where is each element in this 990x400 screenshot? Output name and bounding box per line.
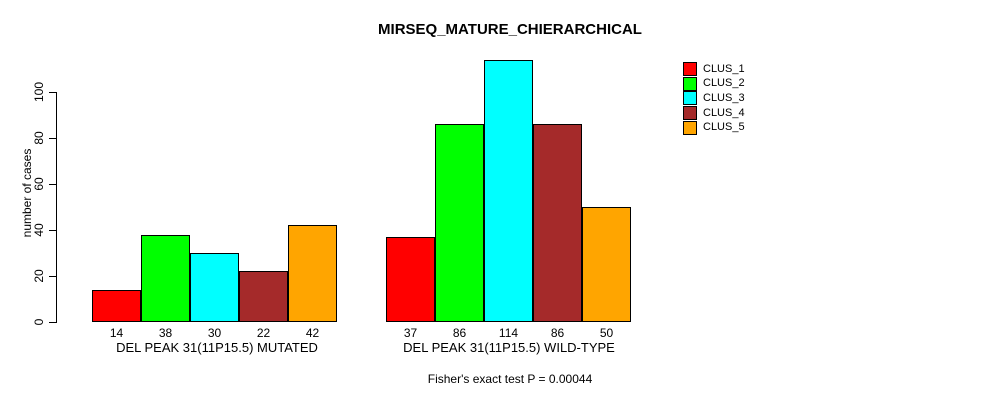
bar-value-label: 30 <box>207 326 222 340</box>
bar-clus_2-group1 <box>141 235 190 322</box>
bar-clus_5-group1 <box>288 225 337 322</box>
y-axis-tick-label: 40 <box>32 223 46 237</box>
legend-label: CLUS_1 <box>703 62 745 75</box>
legend-swatch <box>683 76 697 91</box>
legend-label: CLUS_4 <box>703 106 745 119</box>
bar-value-label: 50 <box>599 326 614 340</box>
y-axis-tick-label: 80 <box>32 131 46 145</box>
legend-label: CLUS_3 <box>703 91 745 104</box>
y-axis-line <box>56 92 57 323</box>
chart-title: MIRSEQ_MATURE_CHIERARCHICAL <box>378 21 642 38</box>
bar-value-label: 14 <box>109 326 124 340</box>
legend-swatch <box>683 106 697 121</box>
y-axis-tick-label: 0 <box>32 318 46 326</box>
bar-value-label: 22 <box>256 326 271 340</box>
legend: CLUS_1 CLUS_2 CLUS_3 CLUS_4 CLUS_5 <box>683 62 745 135</box>
bar-value-label: 86 <box>452 326 467 340</box>
bar-value-label: 38 <box>158 326 173 340</box>
bar-clus_4-group2 <box>533 124 582 322</box>
legend-item: CLUS_4 <box>683 106 745 121</box>
bar-clus_3-group2 <box>484 60 533 322</box>
bar-clus_1-group2 <box>386 237 435 322</box>
y-axis-tick <box>49 138 56 139</box>
y-axis-tick-label: 60 <box>32 177 46 191</box>
bar-clus_3-group1 <box>190 253 239 322</box>
legend-label: CLUS_5 <box>703 121 745 134</box>
fisher-test-annotation: Fisher's exact test P = 0.00044 <box>427 372 593 386</box>
legend-swatch <box>683 120 697 135</box>
legend-item: CLUS_1 <box>683 62 745 77</box>
bar-clus_5-group2 <box>582 207 631 322</box>
group-label-mutated: DEL PEAK 31(11P15.5) MUTATED <box>116 340 318 355</box>
legend-item: CLUS_5 <box>683 120 745 135</box>
group-label-wild-type: DEL PEAK 31(11P15.5) WILD-TYPE <box>403 340 615 355</box>
legend-item: CLUS_3 <box>683 91 745 106</box>
bar-clus_2-group2 <box>435 124 484 322</box>
legend-label: CLUS_2 <box>703 77 745 90</box>
bar-value-label: 37 <box>403 326 418 340</box>
y-axis-tick <box>49 184 56 185</box>
y-axis-tick <box>49 276 56 277</box>
y-axis-tick-label: 20 <box>32 269 46 283</box>
bar-value-label: 86 <box>550 326 565 340</box>
legend-swatch <box>683 62 697 77</box>
legend-item: CLUS_2 <box>683 76 745 92</box>
bar-value-label: 114 <box>498 326 519 340</box>
y-axis-tick <box>49 230 56 231</box>
y-axis-tick <box>49 92 56 93</box>
bar-clus_1-group1 <box>92 290 141 322</box>
bar-value-label: 42 <box>305 326 320 340</box>
y-axis-tick <box>49 322 56 323</box>
bar-clus_4-group1 <box>239 271 288 322</box>
y-axis-tick-label: 100 <box>32 81 46 103</box>
legend-swatch <box>683 91 697 106</box>
